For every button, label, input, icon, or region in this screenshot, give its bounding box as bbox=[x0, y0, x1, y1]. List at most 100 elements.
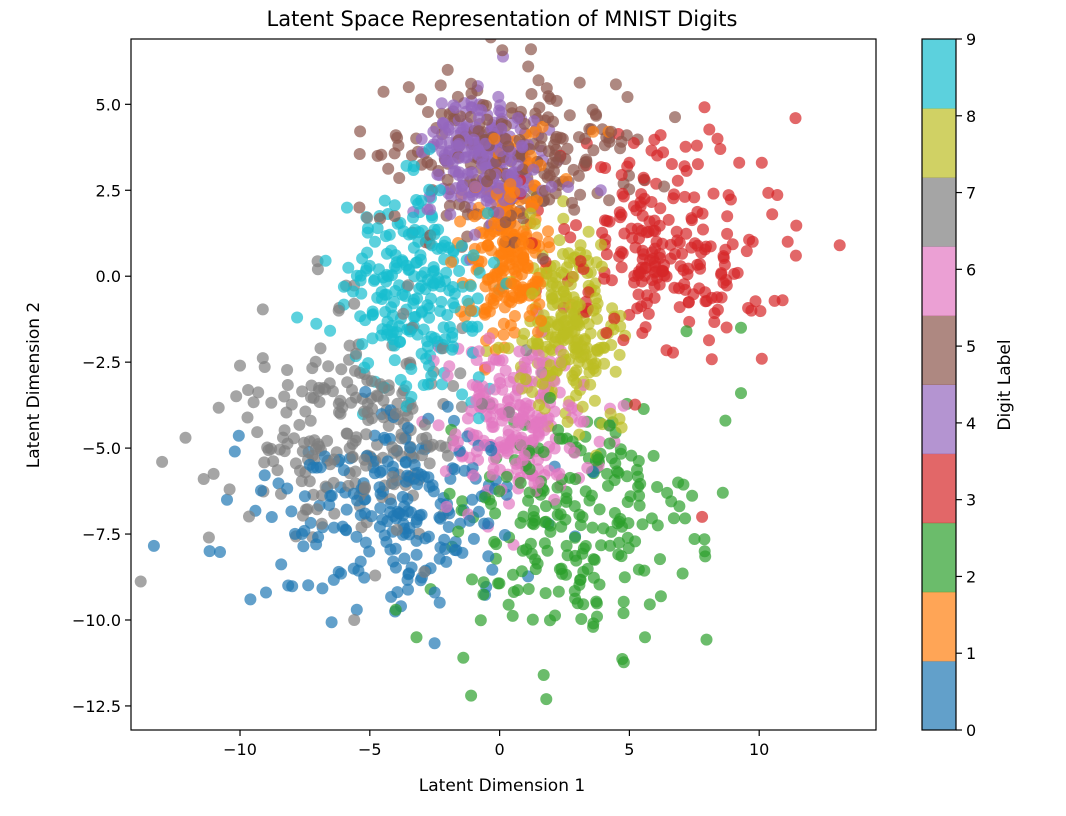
scatter-point-digit-2 bbox=[686, 489, 699, 502]
scatter-point-digit-7 bbox=[390, 523, 403, 536]
scatter-point-digit-0 bbox=[442, 521, 455, 533]
scatter-point-digit-1 bbox=[465, 304, 478, 317]
scatter-point-digit-0 bbox=[316, 582, 329, 595]
scatter-point-digit-7 bbox=[308, 434, 321, 447]
scatter-point-digit-8 bbox=[557, 212, 570, 225]
scatter-point-digit-4 bbox=[459, 151, 472, 164]
scatter-point-digit-0 bbox=[285, 505, 298, 518]
scatter-point-digit-2 bbox=[523, 463, 536, 476]
scatter-point-digit-2 bbox=[561, 549, 574, 562]
scatter-point-digit-2 bbox=[587, 553, 600, 566]
scatter-point-digit-5 bbox=[353, 201, 366, 214]
scatter-point-digit-0 bbox=[363, 545, 376, 558]
scatter-point-digit-3 bbox=[600, 326, 613, 339]
scatter-point-digit-8 bbox=[606, 302, 619, 315]
scatter-point-digit-6 bbox=[487, 353, 500, 366]
scatter-point-digit-3 bbox=[633, 265, 645, 278]
scatter-point-digit-3 bbox=[615, 169, 628, 181]
scatter-point-digit-0 bbox=[359, 385, 372, 398]
scatter-point-digit-8 bbox=[502, 342, 515, 355]
scatter-point-digit-0 bbox=[439, 543, 452, 555]
scatter-point-digit-9 bbox=[363, 259, 376, 272]
scatter-point-digit-7 bbox=[402, 279, 415, 292]
scatter-point-digit-2 bbox=[735, 321, 747, 334]
scatter-point-digit-3 bbox=[631, 222, 644, 235]
scatter-point-digit-9 bbox=[337, 280, 350, 293]
scatter-point-digit-3 bbox=[662, 213, 675, 226]
scatter-point-digit-9 bbox=[407, 241, 420, 254]
scatter-point-digit-2 bbox=[614, 447, 627, 460]
scatter-point-digit-0 bbox=[399, 455, 412, 468]
scatter-point-digit-9 bbox=[455, 239, 468, 252]
scatter-point-digit-3 bbox=[789, 112, 802, 125]
x-axis: −10 −5 0 5 10 bbox=[223, 730, 769, 759]
scatter-point-digit-1 bbox=[527, 126, 540, 139]
scatter-point-digit-7 bbox=[293, 418, 306, 431]
scatter-point-digit-0 bbox=[265, 511, 278, 523]
scatter-point-digit-6 bbox=[511, 463, 524, 476]
scatter-point-digit-9 bbox=[347, 285, 359, 298]
scatter-point-digit-2 bbox=[597, 522, 610, 535]
scatter-point-digit-0 bbox=[433, 596, 446, 609]
scatter-point-digit-8 bbox=[556, 329, 569, 342]
scatter-point-digit-3 bbox=[714, 143, 727, 155]
scatter-point-digit-3 bbox=[755, 352, 768, 365]
scatter-point-digit-4 bbox=[511, 159, 524, 172]
scatter-point-digit-9 bbox=[423, 183, 436, 196]
scatter-point-digit-9 bbox=[428, 228, 441, 241]
scatter-point-digit-6 bbox=[502, 393, 515, 406]
colorbar-segment-7 bbox=[922, 177, 956, 247]
scatter-point-digit-9 bbox=[366, 332, 379, 345]
scatter-point-digit-2 bbox=[585, 489, 598, 502]
scatter-point-digit-7 bbox=[258, 361, 271, 373]
scatter-point-digit-3 bbox=[776, 294, 789, 307]
scatter-point-digit-4 bbox=[480, 194, 493, 207]
scatter-point-digit-2 bbox=[587, 571, 600, 584]
scatter-point-digit-5 bbox=[542, 111, 555, 124]
scatter-point-digit-8 bbox=[582, 318, 595, 331]
scatter-point-digit-2 bbox=[698, 545, 711, 558]
scatter-point-digit-5 bbox=[389, 129, 402, 142]
scatter-point-digit-5 bbox=[563, 109, 576, 122]
scatter-point-digit-0 bbox=[221, 493, 233, 506]
scatter-point-digit-6 bbox=[487, 462, 500, 475]
scatter-point-digit-3 bbox=[683, 315, 696, 328]
scatter-point-digit-2 bbox=[618, 571, 631, 584]
scatter-point-digit-3 bbox=[717, 252, 730, 264]
scatter-point-digit-9 bbox=[341, 201, 353, 214]
scatter-point-digit-6 bbox=[467, 469, 480, 482]
scatter-point-digit-8 bbox=[587, 304, 600, 317]
scatter-point-digit-4 bbox=[516, 141, 529, 154]
scatter-point-digit-2 bbox=[719, 414, 732, 427]
scatter-point-digit-1 bbox=[496, 235, 509, 248]
scatter-point-digit-2 bbox=[716, 486, 729, 499]
x-tick-label: −5 bbox=[358, 740, 382, 759]
scatter-point-digit-6 bbox=[472, 345, 485, 358]
scatter-point-digit-2 bbox=[616, 653, 629, 665]
scatter-point-digit-7 bbox=[369, 569, 382, 582]
scatter-point-digit-9 bbox=[471, 292, 484, 305]
scatter-point-digit-9 bbox=[487, 256, 500, 269]
scatter-point-digit-9 bbox=[362, 222, 374, 235]
scatter-point-digit-5 bbox=[421, 156, 434, 169]
scatter-point-digit-8 bbox=[570, 335, 583, 347]
scatter-point-digit-7 bbox=[299, 405, 312, 418]
scatter-point-digit-5 bbox=[443, 199, 456, 212]
scatter-point-digit-2 bbox=[457, 651, 470, 664]
scatter-point-digit-6 bbox=[563, 442, 576, 455]
scatter-point-digit-5 bbox=[590, 109, 603, 122]
scatter-point-digit-8 bbox=[555, 356, 568, 369]
scatter-point-digit-2 bbox=[389, 603, 402, 616]
scatter-point-digit-3 bbox=[694, 258, 706, 271]
scatter-point-digit-2 bbox=[410, 631, 423, 644]
scatter-point-digit-7 bbox=[382, 384, 395, 397]
scatter-point-digit-3 bbox=[671, 174, 684, 187]
scatter-point-digit-4 bbox=[492, 206, 505, 219]
scatter-point-digit-7 bbox=[311, 263, 324, 276]
scatter-point-digit-4 bbox=[461, 167, 474, 180]
scatter-point-digit-0 bbox=[228, 445, 241, 458]
scatter-point-digit-3 bbox=[615, 261, 628, 274]
scatter-point-digit-3 bbox=[633, 232, 645, 245]
scatter-point-digit-2 bbox=[574, 519, 587, 532]
scatter-point-digit-5 bbox=[573, 76, 586, 89]
